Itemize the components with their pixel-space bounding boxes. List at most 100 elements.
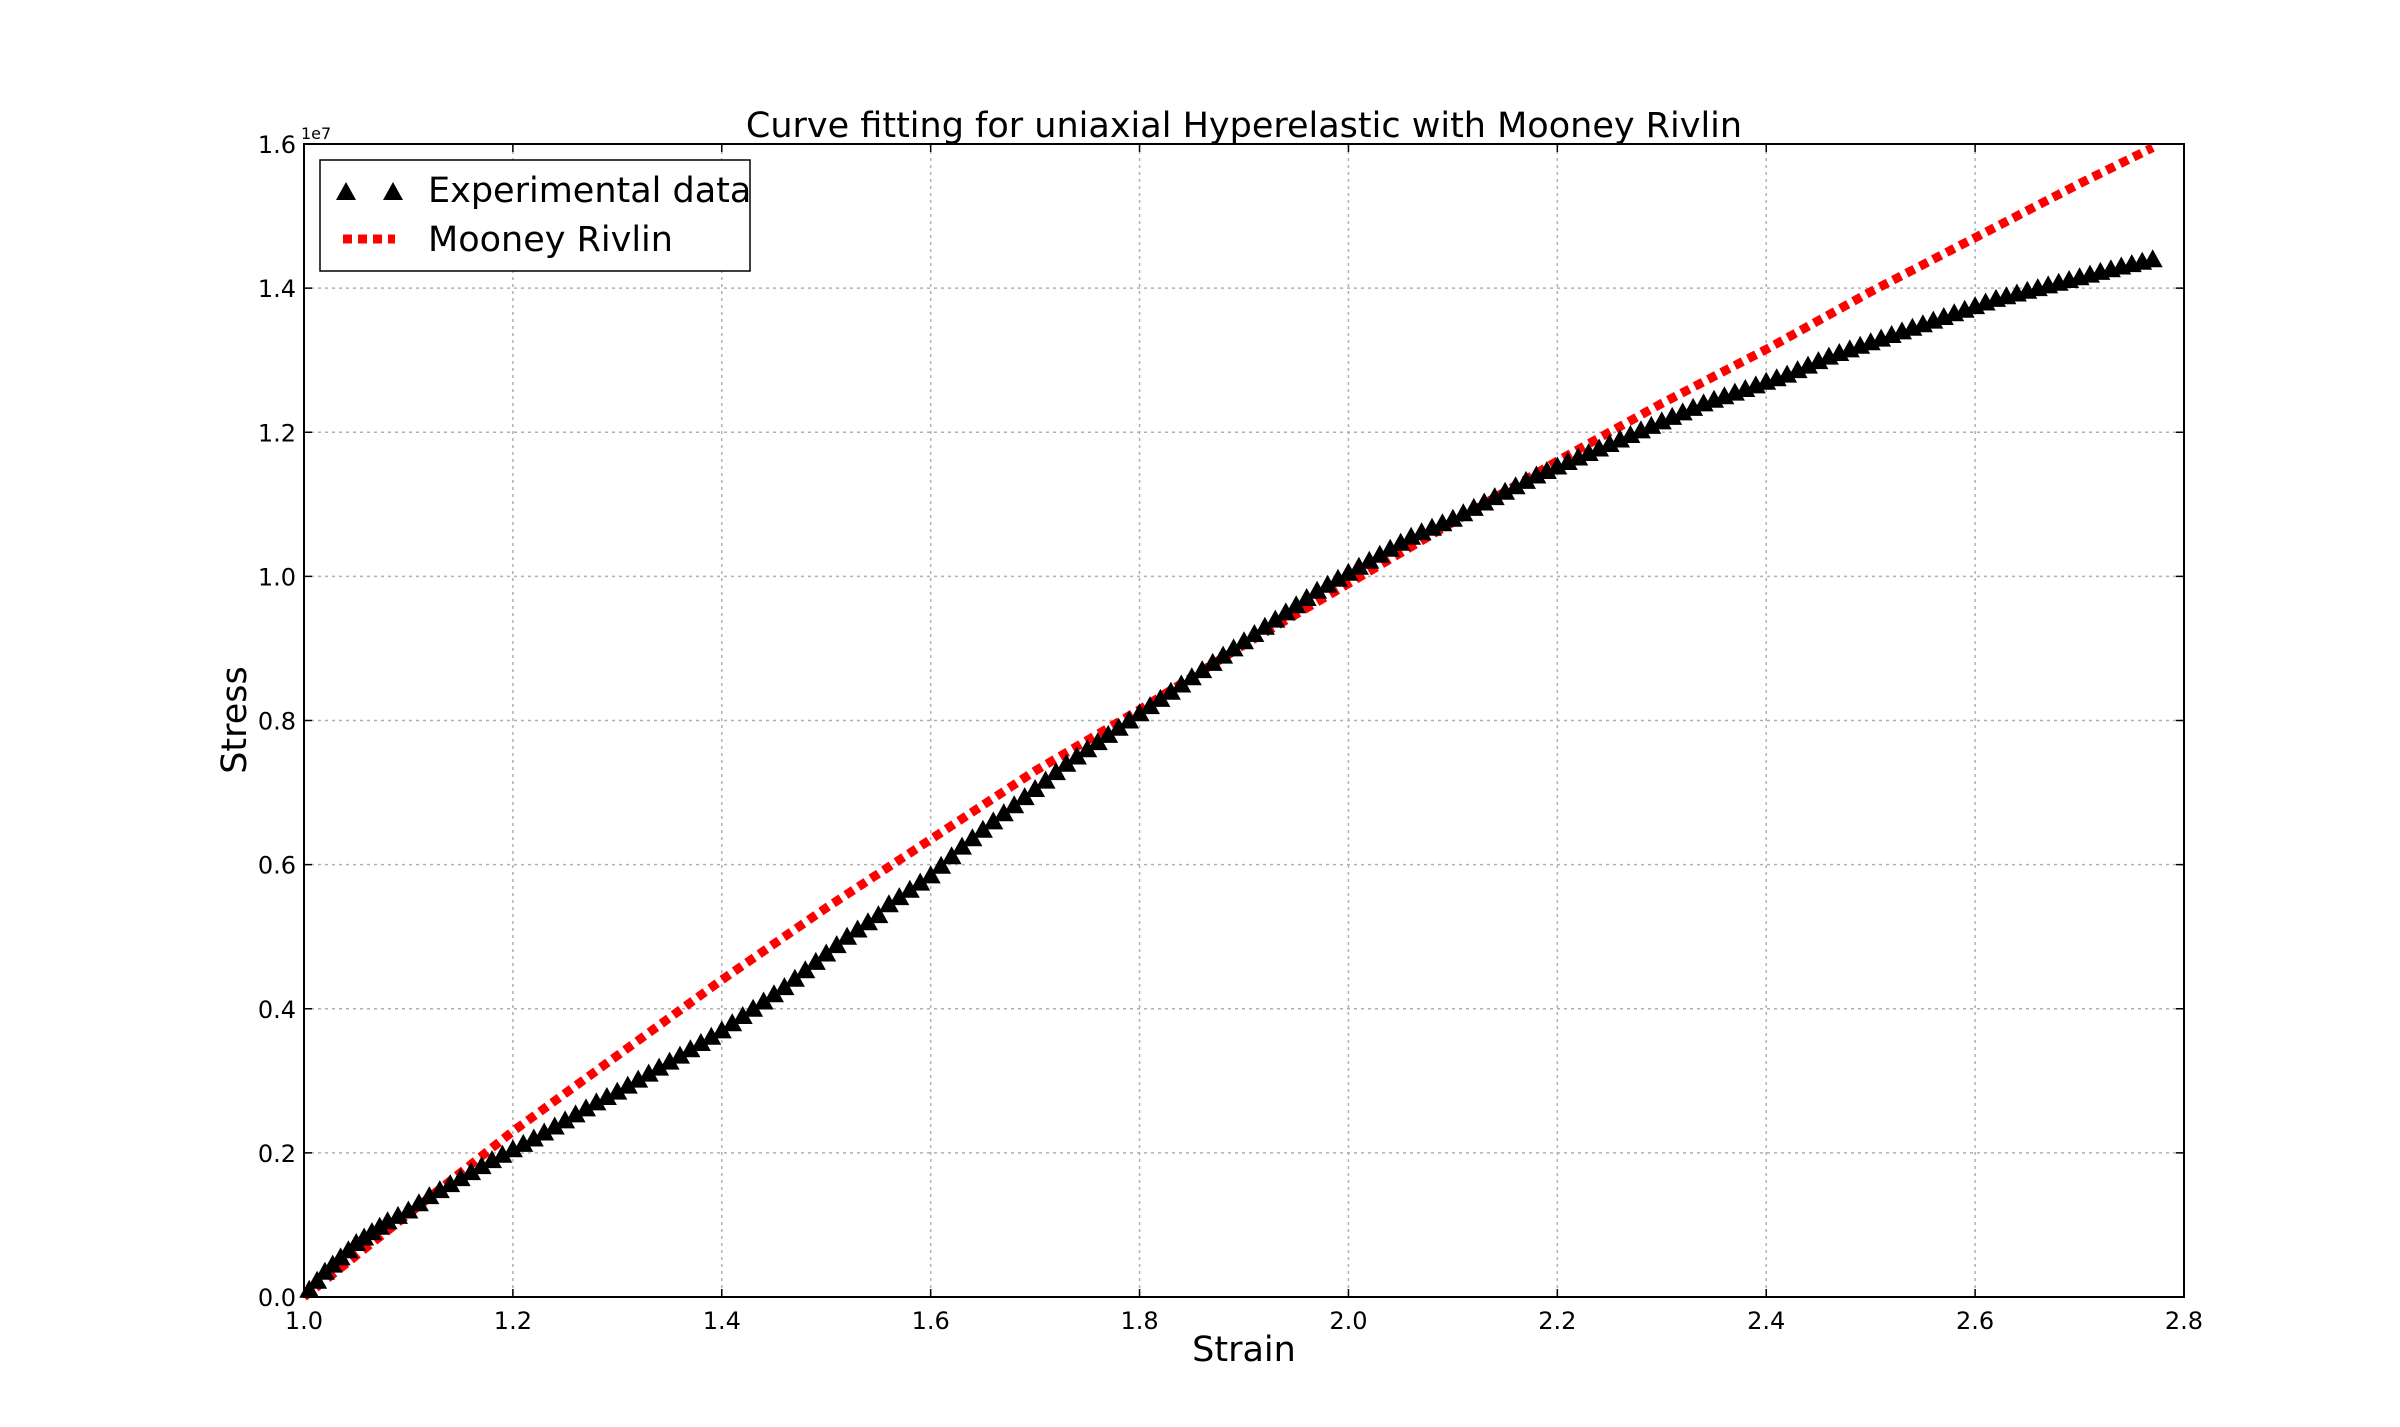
experimental-data-point [1056,753,1077,772]
experimental-data-point [711,1020,732,1039]
y-tick-label: 1.6 [258,131,296,159]
experimental-data-point [670,1045,690,1064]
experimental-data-point [816,943,837,962]
chart-title: Curve fitting for uniaxial Hyperelastic … [746,106,1742,146]
experimental-data-point [408,1193,429,1212]
experimental-data-point [680,1039,701,1058]
experimental-data-point [1035,770,1056,789]
y-tick-label: 0.4 [258,996,296,1024]
experimental-data-point [732,1006,753,1024]
legend-label-mooney-rivlin: Mooney Rivlin [428,220,673,260]
experimental-data-point [1620,425,1641,443]
x-tick-label: 1.2 [494,1307,532,1335]
experimental-data-point [1171,674,1192,693]
experimental-data-point [889,887,910,906]
experimental-data-point [419,1186,440,1205]
x-tick-label: 2.6 [1956,1307,1994,1335]
experimental-data-point [1286,595,1307,614]
experimental-data-point [690,1033,711,1051]
experimental-data-point [544,1116,565,1135]
experimental-data-point [377,1211,398,1230]
experimental-data-point [1223,638,1244,657]
experimental-data-point [659,1051,680,1070]
experimental-data-point [628,1069,649,1088]
experimental-data-point [952,836,972,855]
experimental-data-point [837,926,858,945]
experimental-data-point [1046,762,1066,781]
experimental-data-point [1484,487,1505,506]
series-layer [299,143,2163,1301]
experimental-data-point [617,1075,638,1094]
experimental-data-point [1140,696,1160,715]
experimental-data-point [753,991,774,1010]
experimental-data-point [795,960,816,979]
experimental-data-point [1108,717,1129,736]
y-tick-label: 1.2 [258,419,296,447]
experimental-data-point [1275,602,1296,621]
experimental-data-point [1359,550,1380,569]
experimental-data-point [638,1063,659,1082]
experimental-data-point [764,984,784,1003]
experimental-data-point [1192,660,1213,679]
experimental-data-point [461,1162,482,1181]
experimental-data-point [1338,562,1359,581]
ticks-layer: 1.0 1.2 1.4 1.6 1.8 2.0 2.2 2.4 2.6 2.8 0.0 0.2 0.4 0… [258,131,2203,1335]
x-tick-label: 1.8 [1120,1307,1158,1335]
experimental-data-point [805,951,826,970]
y-tick-label: 0.8 [258,708,296,736]
experimental-data-point [722,1013,743,1032]
experimental-data-point [1317,574,1338,593]
experimental-data-point [607,1081,628,1100]
experimental-data-point [1369,544,1390,563]
experimental-data-point [743,998,764,1017]
experimental-data-point [502,1139,523,1158]
legend-box [319,159,751,272]
experimental-data-point [1087,732,1108,751]
experimental-data-point [993,803,1014,822]
experimental-data-point [910,872,931,891]
x-tick-label: 1.4 [703,1307,741,1335]
experimental-data-point [1025,779,1046,797]
experimental-data-point [931,855,952,874]
legend-marker-triangle-2 [383,182,403,200]
legend-marker-triangle-1 [336,182,356,200]
experimental-data-point [1328,568,1348,587]
experimental-data-point [1348,556,1369,575]
experimental-data-point [1213,645,1234,664]
experimental-data-point [1495,481,1516,500]
experimental-data-point [482,1150,502,1169]
experimental-data-point [398,1200,419,1219]
experimental-data-point [826,935,847,954]
x-tick-label: 2.2 [1538,1307,1576,1335]
experimental-data-point [523,1128,544,1147]
experimental-data-point [2142,249,2163,268]
experimental-data-point [388,1205,408,1224]
x-tick-label: 2.4 [1747,1307,1785,1335]
experimental-data-point [534,1122,555,1141]
experimental-data-point [1202,652,1223,671]
legend: Experimental data Mooney Rivlin [319,159,751,272]
x-tick-label: 1.0 [285,1307,323,1335]
experimental-data-point [858,912,878,931]
experimental-data-point [586,1092,607,1111]
experimental-data-point [576,1098,596,1117]
y-axis-label: Stress [215,666,255,774]
experimental-data-point [899,879,920,898]
grid-layer [304,144,2184,1297]
experimental-data-point [972,819,993,838]
experimental-data-point [1307,580,1328,599]
experimental-data-point [1004,795,1025,814]
experimental-data-point [513,1133,534,1152]
experimental-data-point [1098,724,1119,743]
experimental-data-point [1119,710,1140,729]
experimental-data-point [649,1057,670,1076]
experimental-data-point [555,1110,576,1129]
experimental-data-point [1265,609,1286,628]
experimental-data-point [1244,624,1265,642]
experimental-data-point [1129,703,1150,722]
x-tick-label: 2.0 [1329,1307,1367,1335]
experimental-data-point [596,1087,617,1105]
y-tick-label: 0.0 [258,1284,296,1312]
experimental-data-point [565,1104,586,1123]
experimental-data-point [983,811,1004,830]
